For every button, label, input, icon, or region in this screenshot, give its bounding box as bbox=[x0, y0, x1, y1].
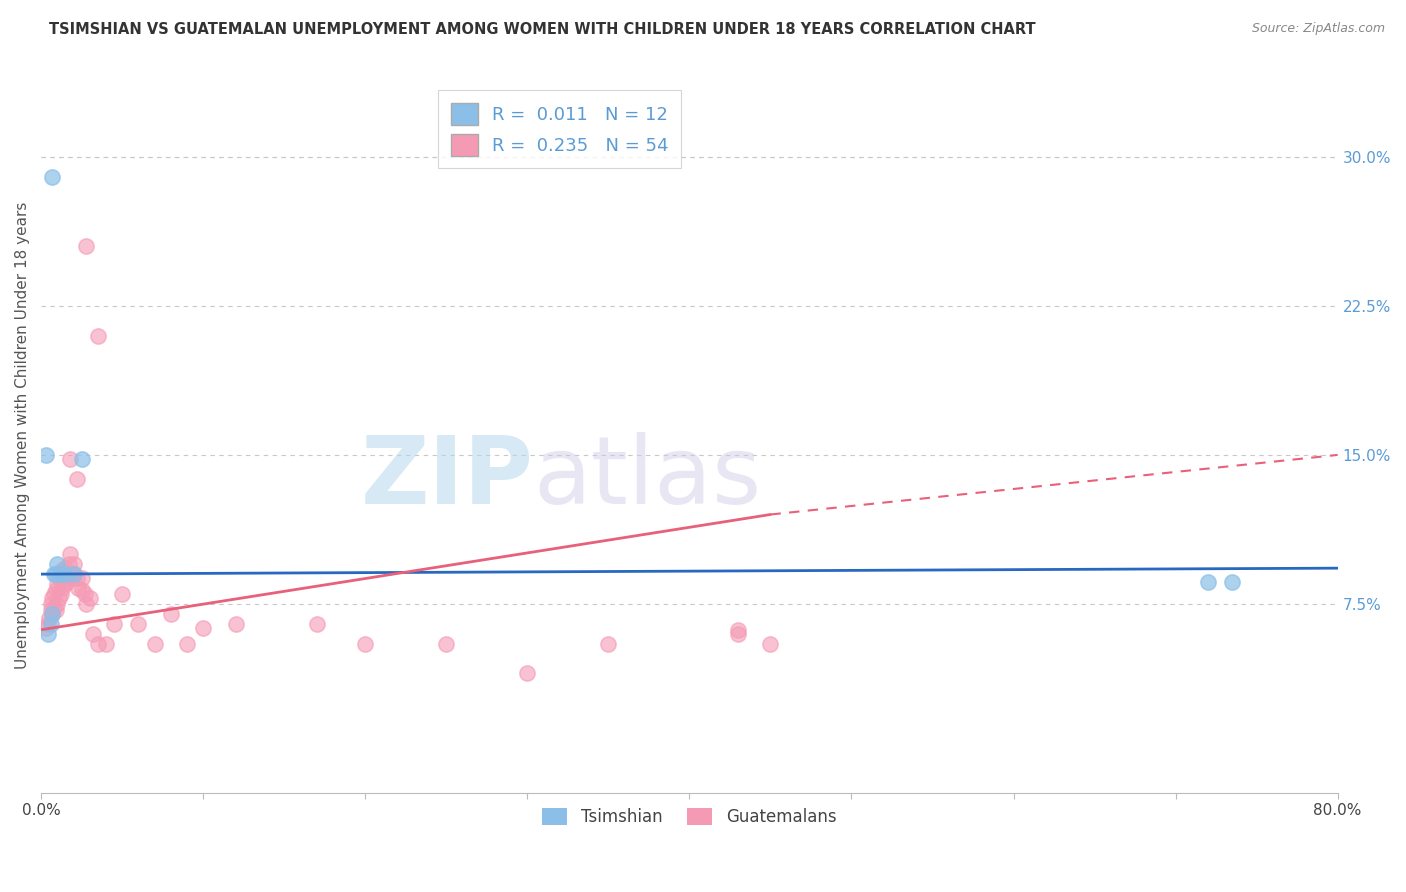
Point bbox=[76, 239, 98, 253]
Point bbox=[55, 577, 77, 591]
Y-axis label: Unemployment Among Women with Children Under 18 years: Unemployment Among Women with Children U… bbox=[15, 202, 30, 669]
Point bbox=[79, 591, 101, 605]
Point bbox=[42, 587, 65, 601]
Point bbox=[70, 451, 93, 466]
Point bbox=[143, 637, 166, 651]
Point bbox=[62, 567, 84, 582]
Legend: Tsimshian, Guatemalans: Tsimshian, Guatemalans bbox=[534, 799, 845, 834]
Point bbox=[70, 582, 93, 597]
Point bbox=[38, 611, 60, 625]
Point bbox=[51, 581, 73, 595]
Point bbox=[1220, 575, 1243, 590]
Point bbox=[56, 575, 79, 590]
Point bbox=[59, 451, 82, 466]
Point bbox=[42, 600, 65, 615]
Point bbox=[41, 607, 63, 621]
Point bbox=[48, 571, 70, 585]
Point bbox=[45, 582, 67, 597]
Point bbox=[87, 328, 110, 343]
Point bbox=[305, 616, 328, 631]
Point bbox=[127, 616, 149, 631]
Point bbox=[354, 637, 377, 651]
Point bbox=[49, 567, 72, 582]
Point bbox=[67, 581, 90, 595]
Point bbox=[225, 616, 247, 631]
Point bbox=[70, 571, 93, 585]
Point bbox=[58, 557, 80, 571]
Point bbox=[39, 616, 62, 631]
Point bbox=[37, 626, 59, 640]
Point bbox=[62, 567, 84, 582]
Point bbox=[41, 591, 63, 605]
Point bbox=[103, 616, 125, 631]
Point bbox=[59, 567, 82, 582]
Point bbox=[598, 637, 620, 651]
Point bbox=[516, 666, 538, 681]
Point bbox=[52, 571, 75, 585]
Point bbox=[49, 587, 72, 601]
Point bbox=[41, 169, 63, 184]
Point bbox=[51, 563, 73, 577]
Point bbox=[193, 621, 215, 635]
Point bbox=[42, 567, 65, 582]
Point bbox=[111, 587, 134, 601]
Text: TSIMSHIAN VS GUATEMALAN UNEMPLOYMENT AMONG WOMEN WITH CHILDREN UNDER 18 YEARS CO: TSIMSHIAN VS GUATEMALAN UNEMPLOYMENT AMO… bbox=[49, 22, 1036, 37]
Point bbox=[45, 603, 67, 617]
Point bbox=[39, 597, 62, 611]
Point bbox=[73, 587, 96, 601]
Point bbox=[87, 637, 110, 651]
Point bbox=[55, 561, 77, 575]
Point bbox=[759, 637, 782, 651]
Point bbox=[39, 603, 62, 617]
Point bbox=[59, 547, 82, 561]
Point bbox=[46, 577, 69, 591]
Text: atlas: atlas bbox=[534, 432, 762, 524]
Point bbox=[66, 571, 89, 585]
Point bbox=[41, 607, 63, 621]
Point bbox=[48, 591, 70, 605]
Point bbox=[62, 557, 84, 571]
Point bbox=[82, 626, 104, 640]
Text: Source: ZipAtlas.com: Source: ZipAtlas.com bbox=[1251, 22, 1385, 36]
Point bbox=[49, 567, 72, 582]
Point bbox=[46, 597, 69, 611]
Point bbox=[176, 637, 198, 651]
Point bbox=[1197, 575, 1219, 590]
Point bbox=[66, 472, 89, 486]
Point bbox=[45, 567, 67, 582]
Point bbox=[727, 626, 749, 640]
Point bbox=[94, 637, 117, 651]
Point bbox=[35, 621, 58, 635]
Point bbox=[60, 571, 83, 585]
Point bbox=[727, 623, 749, 637]
Text: ZIP: ZIP bbox=[361, 432, 534, 524]
Point bbox=[46, 557, 69, 571]
Point bbox=[159, 607, 181, 621]
Point bbox=[76, 597, 98, 611]
Point bbox=[55, 567, 77, 582]
Point bbox=[35, 448, 58, 462]
Point bbox=[434, 637, 457, 651]
Point bbox=[37, 616, 59, 631]
